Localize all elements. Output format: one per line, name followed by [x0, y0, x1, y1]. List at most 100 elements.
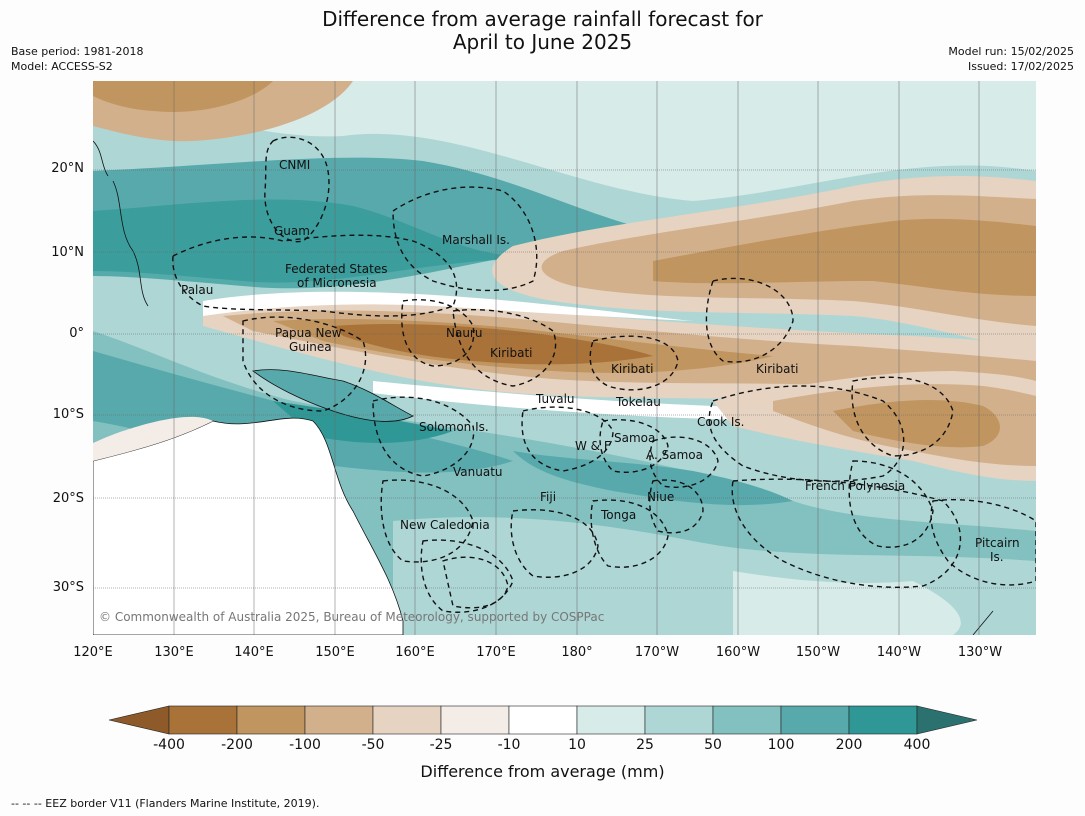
place-niue: Niue	[647, 490, 675, 504]
lon-label-140w: 140°W	[876, 645, 922, 660]
title-line-2: April to June 2025	[452, 30, 633, 54]
philippines-coast	[112, 180, 149, 307]
colorbar-swatch	[236, 705, 306, 735]
lat-label-30s: 30°S	[52, 580, 84, 595]
south-teal-mid-2	[513, 451, 793, 506]
colorbar	[108, 705, 978, 735]
place-american-samoa: A. Samoa	[646, 448, 703, 462]
lon-label-150e: 150°E	[315, 645, 355, 660]
lon-label-150w: 150°W	[795, 645, 841, 660]
taiwan-coast	[93, 140, 109, 177]
model-name: Model: ACCESS-S2	[11, 60, 113, 73]
map-svg	[93, 81, 1036, 635]
lon-label-170e: 170°E	[476, 645, 516, 660]
meta-left: Base period: 1981-2018 Model: ACCESS-S2	[11, 44, 143, 74]
lon-label-120e: 120°E	[73, 645, 113, 660]
place-fsm-line2: of Micronesia	[297, 276, 377, 290]
place-png-line2: Guinea	[289, 340, 332, 354]
chart-title: Difference from average rainfall forecas…	[0, 8, 1085, 54]
colorbar-tick: 10	[568, 737, 586, 753]
colorbar-tick: 25	[636, 737, 654, 753]
colorbar-tick: -200	[221, 737, 253, 753]
colorbar-swatch	[576, 705, 646, 735]
lon-label-160e: 160°E	[395, 645, 435, 660]
meta-right: Model run: 15/02/2025 Issued: 17/02/2025	[948, 44, 1074, 74]
place-kiribati-east: Kiribati	[756, 362, 799, 376]
lat-label-20n: 20°N	[51, 161, 84, 176]
colorbar-swatch	[168, 705, 238, 735]
colorbar-swatch	[440, 705, 510, 735]
colorbar-tick: -100	[289, 737, 321, 753]
place-cnmi: CNMI	[279, 158, 311, 172]
colorbar-tick: 50	[704, 737, 722, 753]
place-new-caledonia: New Caledonia	[400, 518, 490, 532]
place-samoa: Samoa	[614, 431, 656, 445]
nz-coast	[972, 610, 994, 635]
south-east-brown-core	[833, 399, 1000, 448]
place-vanuatu: Vanuatu	[453, 465, 503, 479]
place-cook-islands: Cook Is.	[697, 415, 745, 429]
north-brown-band-core	[653, 218, 1036, 296]
place-pitcairn-line2: Is.	[990, 550, 1004, 564]
rainfall-map[interactable]	[93, 81, 1036, 635]
north-teal-core	[93, 199, 513, 289]
place-pitcairn-line1: Pitcairn	[975, 536, 1020, 550]
colorbar-tick: 200	[835, 737, 863, 753]
place-palau: Palau	[181, 283, 214, 297]
copyright-notice: © Commonwealth of Australia 2025, Bureau…	[99, 610, 605, 624]
place-png-line1: Papua New	[275, 326, 342, 340]
colorbar-tick: 400	[903, 737, 931, 753]
base-period: Base period: 1981-2018	[11, 45, 144, 58]
lon-label-130e: 130°E	[154, 645, 194, 660]
issued-date: Issued: 17/02/2025	[967, 60, 1074, 73]
lat-label-20s: 20°S	[52, 491, 84, 506]
equatorial-white-north	[203, 291, 693, 321]
place-marshall-islands: Marshall Is.	[442, 233, 510, 247]
north-australia-tint	[93, 416, 213, 461]
lat-label-10s: 10°S	[52, 407, 84, 422]
place-wallis-futuna: W & F	[575, 439, 611, 453]
colorbar-tick: -25	[429, 737, 453, 753]
colorbar-swatch	[372, 705, 442, 735]
lon-label-130w: 130°W	[957, 645, 1003, 660]
lon-label-170w: 170°W	[634, 645, 680, 660]
place-nauru: Nauru	[446, 326, 483, 340]
place-fiji: Fiji	[540, 490, 557, 504]
colorbar-extend-high	[916, 705, 978, 735]
south-very-light	[733, 571, 961, 635]
place-kiribati-central: Kiribati	[611, 362, 654, 376]
place-solomon-islands: Solomon Is.	[419, 420, 489, 434]
lat-label-0: 0°	[69, 326, 84, 341]
grid-lines	[93, 81, 1036, 635]
lon-label-160w: 160°W	[715, 645, 761, 660]
nw-brown-core	[93, 81, 273, 112]
place-tonga: Tonga	[601, 508, 637, 522]
colorbar-extend-low	[108, 705, 170, 735]
place-fsm-line1: Federated States	[285, 262, 388, 276]
model-run: Model run: 15/02/2025	[948, 45, 1074, 58]
colorbar-tick: -10	[497, 737, 521, 753]
colorbar-swatch	[780, 705, 850, 735]
lon-label-140e: 140°E	[234, 645, 274, 660]
colorbar-tick: -400	[153, 737, 185, 753]
place-kiribati-west: Kiribati	[490, 346, 533, 360]
colorbar-swatch	[644, 705, 714, 735]
colorbar-label: Difference from average (mm)	[420, 762, 665, 781]
colorbar-swatch	[712, 705, 782, 735]
colorbar-tick: -50	[361, 737, 385, 753]
eez-borders	[172, 136, 1036, 613]
north-light-band	[93, 81, 1036, 201]
place-french-polynesia: French Polynesia	[805, 479, 906, 493]
title-line-1: Difference from average rainfall forecas…	[322, 7, 763, 31]
place-tokelau: Tokelau	[616, 395, 661, 409]
colorbar-tick: 100	[767, 737, 795, 753]
colorbar-swatch	[304, 705, 374, 735]
colorbar-swatch	[508, 705, 578, 735]
lon-label-180: 180°	[561, 645, 593, 660]
new-guinea	[252, 369, 414, 422]
lat-label-10n: 10°N	[51, 245, 84, 260]
eez-footnote: -- -- -- EEZ border V11 (Flanders Marine…	[11, 797, 320, 810]
place-guam: Guam	[274, 224, 310, 238]
colorbar-swatch	[848, 705, 918, 735]
place-tuvalu: Tuvalu	[536, 392, 575, 406]
